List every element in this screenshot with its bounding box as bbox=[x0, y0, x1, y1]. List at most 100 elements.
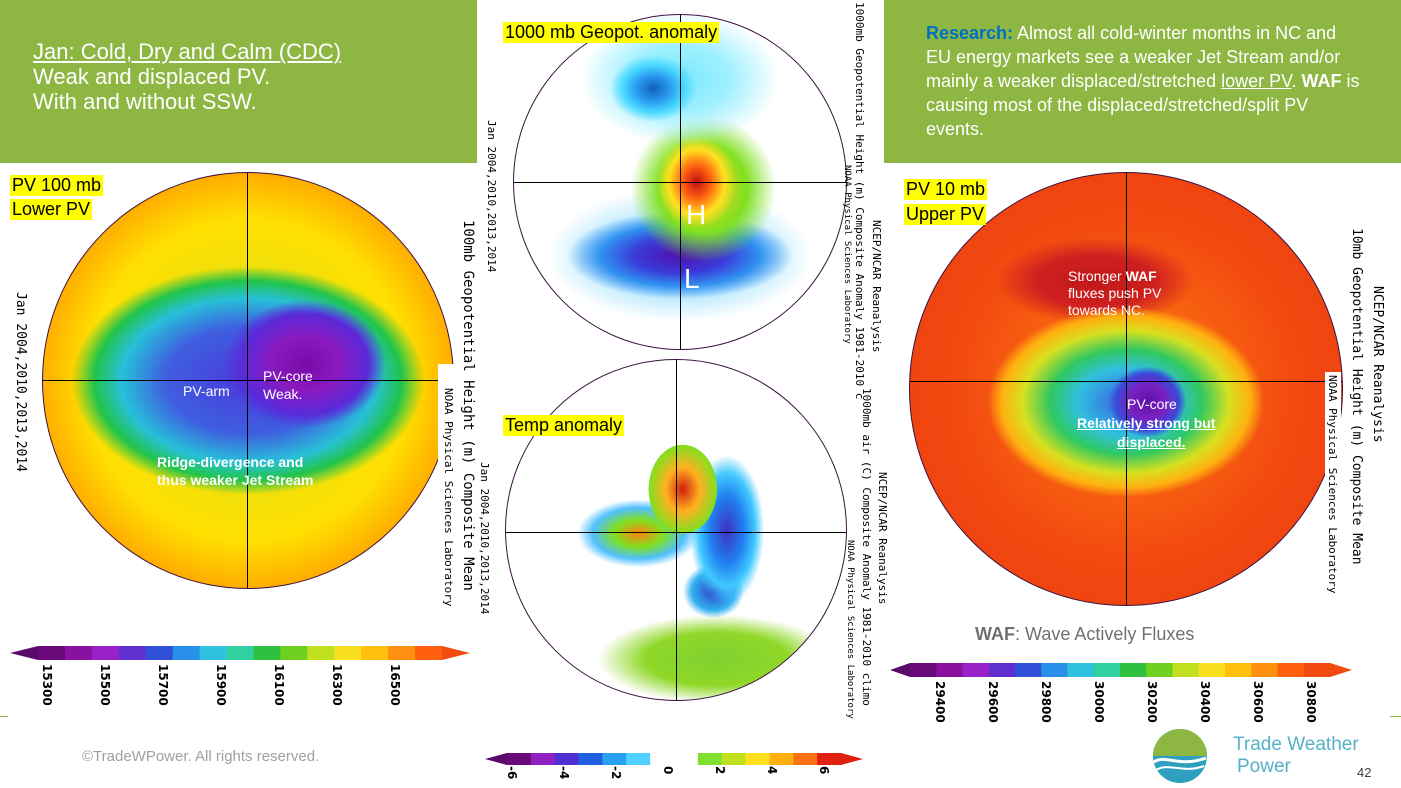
colorbar-left-tick-label: 15700 bbox=[156, 664, 170, 706]
colorbar-left-swatch bbox=[199, 646, 228, 660]
right-header-panel bbox=[884, 0, 1401, 163]
colorbar-right-tick-label: 30200 bbox=[1145, 681, 1159, 723]
waf-def-text: : Wave Actively Fluxes bbox=[1015, 624, 1195, 644]
colorbar-center-swatch bbox=[769, 753, 794, 765]
map-parallel bbox=[514, 182, 846, 183]
map-temp-anomaly bbox=[505, 359, 847, 701]
colorbar-left-tick-label: 15300 bbox=[40, 664, 54, 706]
colorbar-center-swatch bbox=[793, 753, 818, 765]
footer-line-left bbox=[0, 716, 8, 717]
colorbar-center-swatch bbox=[697, 753, 723, 765]
research-lead: Research: bbox=[926, 23, 1014, 43]
map-parallel bbox=[910, 381, 1342, 382]
ridge-label-1: Ridge-divergence and bbox=[157, 454, 304, 470]
waf-definition: WAF: Wave Actively Fluxes bbox=[975, 624, 1194, 645]
waf-note-1: Stronger bbox=[1068, 268, 1126, 284]
colorbar-center-swatch bbox=[602, 753, 627, 765]
strong-label-2: displaced. bbox=[1117, 434, 1186, 450]
colorbar-right-swatch bbox=[910, 663, 937, 677]
waf-def-bold: WAF bbox=[975, 624, 1015, 644]
bottom-vlab: NOAA Physical Sciences Laboratory bbox=[845, 540, 855, 719]
colorbar-right-tick-label: 30400 bbox=[1198, 681, 1212, 723]
colorbar-left-swatch bbox=[307, 646, 335, 660]
logo-icon bbox=[1153, 729, 1207, 783]
waf-note: Stronger WAF fluxes push PV towards NC. bbox=[1068, 268, 1161, 319]
colorbar-right-swatch bbox=[1067, 663, 1095, 677]
label-pv-10mb: PV 10 mb bbox=[904, 179, 988, 200]
colorbar-right-swatch bbox=[1172, 663, 1200, 677]
slide-subtitle-2: With and without SSW. bbox=[33, 89, 257, 114]
label-pv-100mb: PV 100 mb bbox=[10, 175, 104, 196]
colorbar-center-swatch bbox=[578, 753, 603, 765]
colorbar-center-swatch bbox=[554, 753, 580, 765]
pv-core-label-right: PV-core bbox=[1127, 396, 1177, 412]
colorbar-right-tick-label: 30600 bbox=[1251, 681, 1265, 723]
waf-note-2: fluxes push PV bbox=[1068, 285, 1162, 301]
left-vlab: NOAA Physical Sciences Laboratory bbox=[442, 388, 455, 607]
research-lower-pv: lower PV bbox=[1221, 71, 1292, 91]
label-temp-anomaly: Temp anomaly bbox=[503, 415, 625, 436]
colorbar-center-tick-label: 6 bbox=[817, 766, 831, 775]
colorbar-left-swatch bbox=[361, 646, 389, 660]
strong-label-1: Relatively strong but bbox=[1077, 415, 1216, 431]
left-vtitle: 100mb Geopotential Height (m) Composite … bbox=[460, 220, 476, 591]
colorbar-right-swatch bbox=[1277, 663, 1305, 677]
colorbar-left-tick-label: 15500 bbox=[98, 664, 112, 706]
waf-note-3: towards NC. bbox=[1068, 302, 1146, 318]
colorbar-left-swatch bbox=[91, 646, 120, 660]
colorbar-right-swatch bbox=[962, 663, 990, 677]
label-upper-pv: Upper PV bbox=[904, 204, 987, 225]
colorbar-left-tick-label: 16500 bbox=[388, 664, 402, 706]
logo-text-1: Trade Weather bbox=[1233, 734, 1359, 755]
bottom-vsource: NCEP/NCAR Reanalysis bbox=[876, 472, 889, 605]
slide-number: 42 bbox=[1357, 765, 1372, 780]
pv-core-label: PV-core bbox=[263, 368, 313, 384]
research-text-b: . bbox=[1291, 71, 1302, 91]
colorbar-center bbox=[485, 753, 863, 765]
research-note: Research: Almost all cold-winter months … bbox=[926, 21, 1366, 141]
right-vtitle: 10mb Geopotential Height (m) Composite M… bbox=[1349, 228, 1364, 565]
slide-title: Jan: Cold, Dry and Calm (CDC) Weak and d… bbox=[33, 39, 341, 114]
colorbar-center-swatch bbox=[721, 753, 747, 765]
colorbar-right-tick-label: 29600 bbox=[986, 681, 1000, 723]
top-vsource: NCEP/NCAR Reanalysis bbox=[870, 220, 883, 353]
colorbar-left-tick-label: 16300 bbox=[330, 664, 344, 706]
map-meridian bbox=[676, 360, 677, 700]
colorbar-center-swatch bbox=[507, 753, 532, 765]
slide-title-text: Jan: Cold, Dry and Calm (CDC) bbox=[33, 39, 342, 64]
label-lower-pv: Lower PV bbox=[10, 199, 93, 220]
colorbar-center-tick-label: 0 bbox=[661, 766, 675, 775]
colorbar-center-swatch bbox=[817, 753, 842, 765]
colorbar-center-swatch bbox=[530, 753, 556, 765]
colorbar-center-tick-label: -2 bbox=[609, 766, 623, 780]
colorbar-left-swatch bbox=[64, 646, 93, 660]
colorbar-left-swatch bbox=[388, 646, 416, 660]
top-vlab: NOAA Physical Sciences Laboratory bbox=[842, 165, 852, 344]
right-vsource: NCEP/NCAR Reanalysis bbox=[1370, 286, 1385, 443]
colorbar-left-tick-label: 16100 bbox=[272, 664, 286, 706]
waf-note-bold: WAF bbox=[1125, 268, 1157, 284]
colorbar-right-swatch bbox=[1120, 663, 1147, 677]
bottom-vtitle: 1000mb air (C) Composite Anomaly 1981-20… bbox=[860, 388, 873, 706]
colorbar-right-swatch bbox=[1251, 663, 1278, 677]
label-geopot-anomaly: 1000 mb Geopot. anomaly bbox=[503, 22, 720, 43]
colorbar-right-swatch bbox=[1225, 663, 1252, 677]
map-parallel bbox=[506, 532, 846, 533]
colorbar-left-swatch bbox=[145, 646, 174, 660]
colorbar-left-swatch bbox=[118, 646, 147, 660]
colorbar-right-swatch bbox=[988, 663, 1016, 677]
left-vdates: Jan 2004,2010,2013,2014 bbox=[13, 292, 28, 473]
colorbar-right-tick-label: 30800 bbox=[1304, 681, 1318, 723]
right-vlab: NOAA Physical Sciences Laboratory bbox=[1326, 375, 1339, 594]
colorbar-center-tick-label: -6 bbox=[505, 766, 519, 780]
ridge-label-2: thus weaker Jet Stream bbox=[157, 472, 314, 488]
colorbar-right-swatch bbox=[1146, 663, 1173, 677]
colorbar-right bbox=[890, 663, 1352, 677]
research-waf: WAF bbox=[1301, 71, 1342, 91]
map-meridian bbox=[1126, 173, 1127, 605]
top-vtitle: 1000mb Geopotential Height (m) Composite… bbox=[853, 2, 866, 400]
left-vlab-box bbox=[438, 364, 456, 584]
colorbar-right-swatch bbox=[1093, 663, 1121, 677]
colorbar-right-tick-label: 29800 bbox=[1039, 681, 1053, 723]
colorbar-center-tick-label: 4 bbox=[765, 766, 779, 775]
